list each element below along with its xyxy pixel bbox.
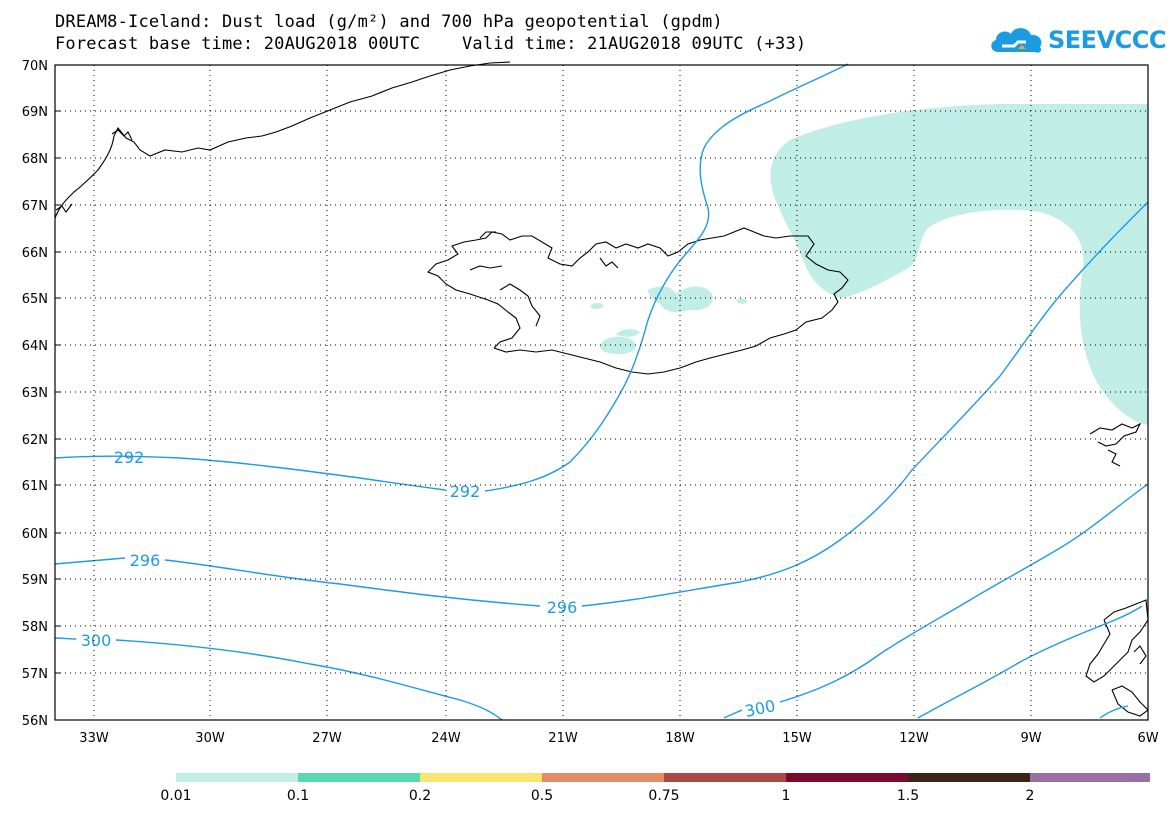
contour-label: 296 [130, 551, 161, 570]
logo-text: SEEVCCC [1048, 26, 1167, 54]
legend-swatch [298, 773, 420, 782]
legend-label: 0.01 [160, 788, 191, 804]
lat-label: 68N [22, 152, 48, 167]
lat-label: 61N [22, 479, 48, 494]
legend-swatch [1030, 773, 1150, 782]
lat-label: 58N [22, 620, 48, 635]
legend-swatch [786, 773, 908, 782]
lat-label: 70N [22, 59, 48, 74]
chart-subtitle: Forecast base time: 20AUG2018 00UTC Vali… [55, 34, 807, 54]
contour-label: 300 [81, 631, 112, 650]
legend-label: 0.2 [409, 788, 431, 804]
lat-label: 56N [22, 714, 48, 729]
lat-label: 59N [22, 573, 48, 588]
graticule [55, 65, 1148, 720]
lat-label: 63N [22, 386, 48, 401]
legend-swatch [542, 773, 664, 782]
coastlines [54, 61, 1149, 717]
lon-label: 33W [79, 731, 109, 746]
dust-load-area [590, 104, 1148, 425]
legend-label: 1 [782, 788, 791, 804]
lat-label: 66N [22, 246, 48, 261]
legend-label: 0.75 [648, 788, 679, 804]
contour-label: 300 [743, 696, 777, 721]
lon-label: 27W [312, 731, 342, 746]
cloud-icon [991, 28, 1042, 53]
contour-labels: 292 292 296 296 300 300 [81, 448, 777, 721]
lat-label: 69N [22, 105, 48, 120]
lon-label: 30W [195, 731, 225, 746]
lat-label: 62N [22, 433, 48, 448]
lon-labels: 33W 30W 27W 24W 21W 18W 15W 12W 9W 6W [79, 731, 1158, 746]
lon-label: 24W [431, 731, 461, 746]
legend-swatch [664, 773, 786, 782]
seevccc-logo: SEEVCCC [988, 22, 1167, 58]
lat-label: 60N [22, 527, 48, 542]
legend-label: 2 [1026, 788, 1035, 804]
contour-label: 296 [547, 598, 578, 617]
lon-label: 18W [665, 731, 695, 746]
legend-label: 0.1 [287, 788, 309, 804]
lat-labels: 70N 69N 68N 67N 66N 65N 64N 63N 62N 61N … [22, 59, 48, 729]
contour-label: 292 [450, 482, 481, 501]
lon-label: 9W [1020, 731, 1041, 746]
legend-labels: 0.01 0.1 0.2 0.5 0.75 1 1.5 2 [160, 788, 1034, 804]
lon-label: 6W [1137, 731, 1158, 746]
lat-label: 64N [22, 339, 48, 354]
legend-swatch [420, 773, 542, 782]
geopotential-contours [54, 63, 1149, 721]
color-legend [176, 773, 1150, 782]
lat-label: 65N [22, 292, 48, 307]
legend-label: 0.5 [531, 788, 553, 804]
lon-label: 12W [899, 731, 929, 746]
lat-label: 57N [22, 667, 48, 682]
legend-swatch [176, 773, 298, 782]
chart-title: DREAM8-Iceland: Dust load (g/m²) and 700… [55, 12, 723, 32]
lon-label: 21W [548, 731, 578, 746]
lat-label: 67N [22, 199, 48, 214]
lat-ticks [55, 64, 60, 721]
legend-swatch [908, 773, 1030, 782]
lon-label: 15W [782, 731, 812, 746]
legend-label: 1.5 [897, 788, 919, 804]
contour-label: 292 [114, 448, 145, 467]
